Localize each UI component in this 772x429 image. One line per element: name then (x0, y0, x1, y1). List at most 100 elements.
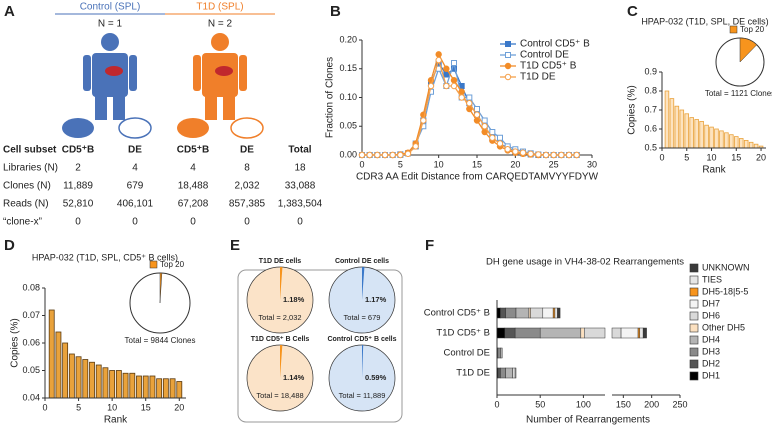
bar (75, 356, 82, 399)
x-tick-label: 20 (756, 152, 766, 162)
bar (679, 109, 685, 149)
bar (664, 90, 670, 149)
x-tick-label: 15 (731, 152, 741, 162)
legend-label: DH6 (702, 310, 720, 320)
legend-label: DH5-18|5-5 (702, 286, 748, 296)
bar-segment (620, 327, 639, 339)
bar (724, 132, 729, 149)
x-tick-label: 200 (644, 399, 659, 409)
pie-value-label: 1.18% (283, 295, 305, 304)
panel-label: E (230, 237, 240, 254)
bar (149, 375, 156, 399)
table-header: CD5⁺B (62, 145, 95, 156)
bar (95, 364, 102, 399)
y-axis-label: Copies (%) (10, 318, 21, 367)
x-tick-label: 0 (494, 399, 499, 409)
bar-segment (497, 367, 501, 379)
cell-icon (230, 117, 264, 139)
x-tick-label: 20 (510, 159, 520, 169)
legend-label: Control DE (520, 50, 569, 61)
icon-leg (223, 96, 235, 120)
table-cell: 2,032 (234, 181, 259, 192)
bar (109, 370, 116, 399)
x-tick-label: 100 (576, 399, 591, 409)
table-cell: 4 (132, 163, 138, 174)
x-tick-label: 50 (535, 399, 545, 409)
bar (89, 361, 95, 399)
y-tick-label: 0.20 (339, 34, 357, 44)
marker (527, 150, 534, 158)
legend-swatch (689, 371, 699, 381)
legend-swatch (689, 347, 699, 357)
bar-segment (639, 327, 644, 339)
bar-segment (514, 367, 517, 379)
marker (474, 106, 480, 112)
marker (489, 134, 496, 141)
table-header: Cell subset (3, 145, 57, 156)
bar (709, 126, 714, 149)
table-header: CD5⁺B (177, 145, 210, 156)
table-cell: “clone-x” (3, 217, 42, 228)
legend-label: DH4 (702, 334, 720, 344)
bar (122, 372, 129, 399)
bar (48, 309, 55, 399)
legend-swatch (149, 260, 158, 269)
bar (729, 134, 734, 149)
panel-label: A (4, 3, 15, 20)
marker (473, 111, 481, 118)
legend-label: DH7 (702, 298, 720, 308)
table-cell: 679 (127, 181, 144, 192)
bar (684, 113, 690, 149)
x-axis-label: Rank (104, 415, 128, 426)
bar-segment (496, 307, 501, 319)
bar-segment (515, 307, 530, 319)
bar (82, 359, 89, 399)
bar (176, 381, 183, 399)
marker (535, 151, 542, 158)
x-tick-label: 5 (684, 152, 689, 162)
x-tick-label: 150 (616, 399, 631, 409)
marker (443, 82, 450, 90)
marker (542, 151, 550, 159)
x-tick-label: 5 (398, 159, 403, 169)
cell-icon (118, 117, 152, 139)
legend-label: DH2 (702, 358, 720, 368)
marker (443, 65, 450, 72)
pie-title: T1D DE cells (259, 258, 302, 265)
bar-segment (500, 307, 506, 319)
table-cell: 18 (294, 163, 306, 174)
cell-icon (62, 118, 94, 138)
marker (519, 149, 527, 156)
pie-title: Control CD5⁺ B cells (327, 336, 396, 343)
marker (397, 151, 404, 159)
bar (674, 105, 680, 149)
legend-swatch (689, 275, 699, 285)
bar (753, 143, 759, 149)
bar-segment (504, 327, 516, 339)
pie-value-label: 1.14% (283, 373, 305, 382)
chart-title: HPAP-032 (T1D, SPL, DE cells) (641, 16, 768, 26)
marker (481, 117, 488, 124)
table-cell: Reads (N) (3, 199, 49, 210)
x-tick-label: 250 (672, 399, 687, 409)
bar-segment (542, 307, 554, 319)
icon-leg (205, 96, 217, 120)
table-cell: Libraries (N) (3, 163, 58, 174)
bar-segment (512, 367, 516, 379)
bar (156, 378, 163, 399)
bar-segment (505, 367, 513, 379)
bar-segment (500, 347, 503, 359)
bar (102, 367, 109, 399)
group-label: T1D (SPL) (196, 2, 243, 13)
marker (504, 73, 512, 81)
bar-segment (500, 367, 506, 379)
y-tick-label: 0.6 (644, 123, 657, 133)
table-cell: 0 (297, 217, 303, 228)
marker (374, 151, 381, 159)
marker (550, 151, 557, 159)
pie-slice (362, 267, 365, 300)
legend-label: DH3 (702, 346, 720, 356)
table-cell: 4 (190, 163, 196, 174)
x-axis-label: Rank (702, 165, 726, 176)
x-tick-label: 5 (76, 402, 81, 412)
